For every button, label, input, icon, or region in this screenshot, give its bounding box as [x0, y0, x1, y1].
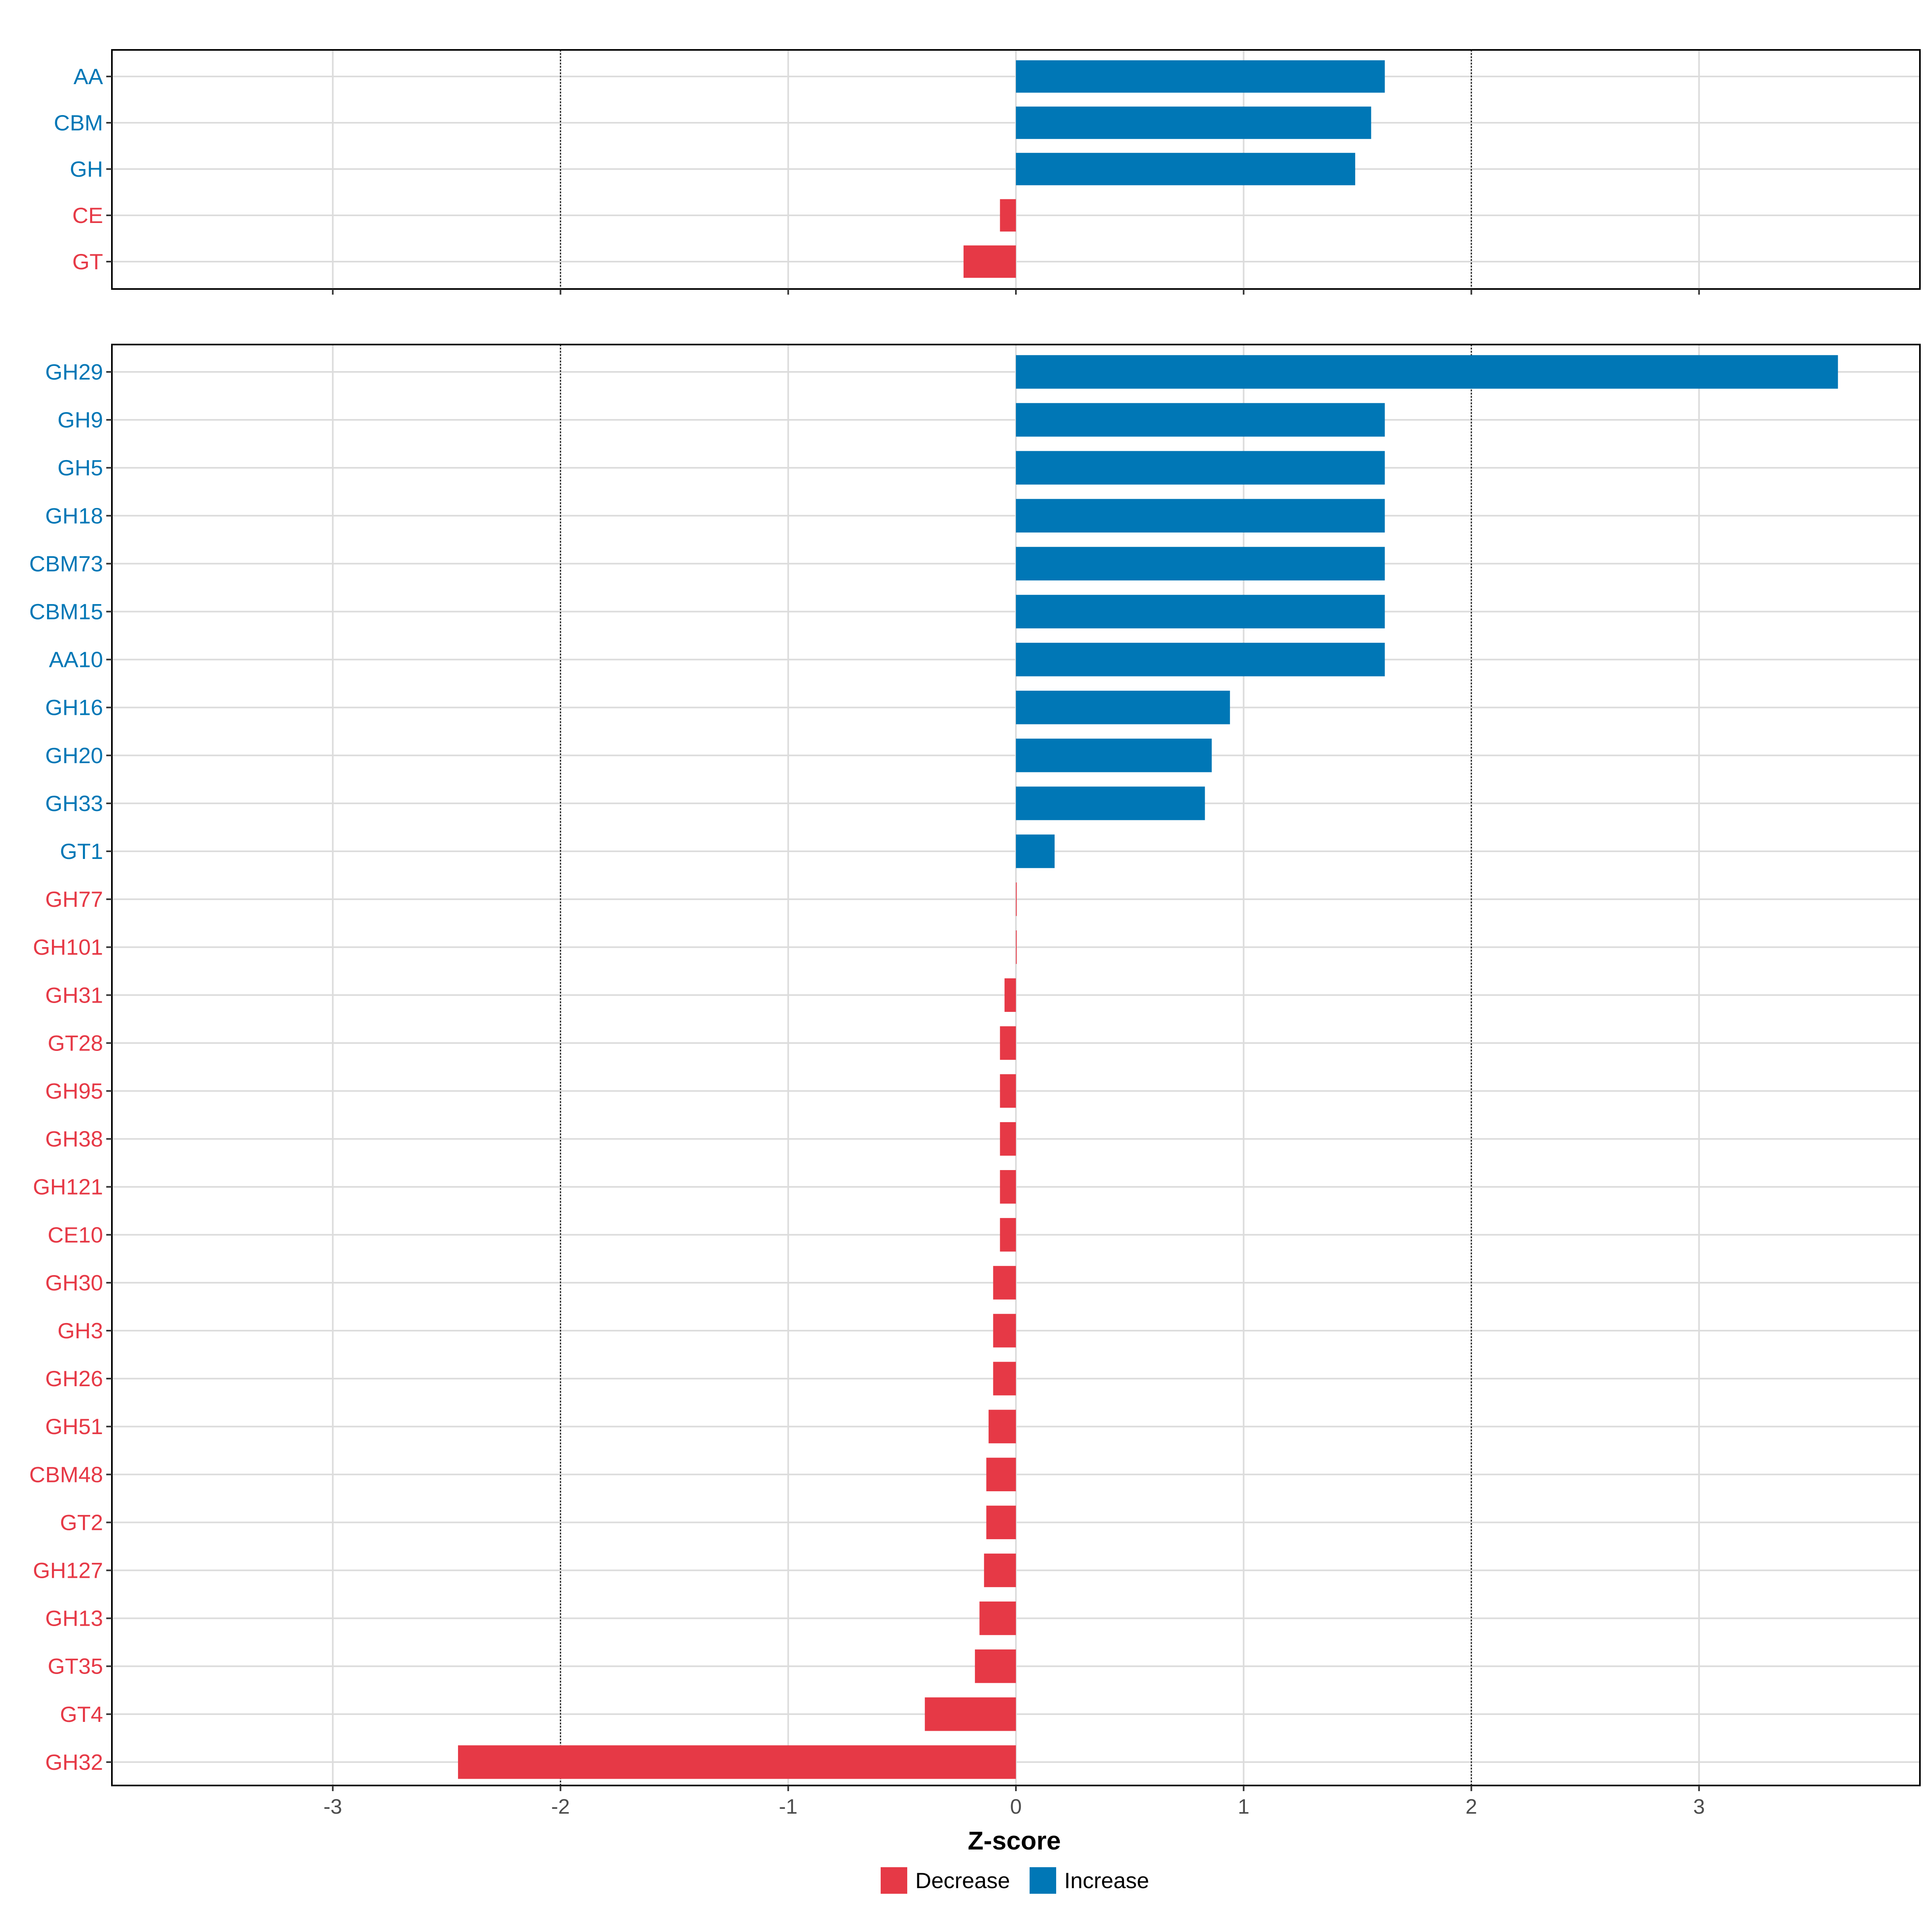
- category-label: GT: [72, 249, 103, 274]
- category-label: GH9: [58, 407, 103, 432]
- bar-CBM: [1016, 106, 1371, 139]
- bar-GH101: [1016, 930, 1017, 964]
- category-label: GT1: [60, 839, 103, 864]
- x-tick-label: 2: [1466, 1795, 1477, 1818]
- bar-GH38: [1000, 1122, 1016, 1156]
- bar-CBM73: [1016, 547, 1385, 581]
- bar-GH127: [984, 1553, 1016, 1587]
- category-label: GH3: [58, 1318, 103, 1343]
- category-label: GH29: [45, 359, 103, 384]
- category-label: GT2: [60, 1510, 103, 1535]
- category-label: GH13: [45, 1606, 103, 1631]
- x-tick-label: 3: [1693, 1795, 1705, 1818]
- category-label: GT35: [47, 1654, 103, 1679]
- category-label: CE: [72, 203, 103, 228]
- bar-GH121: [1000, 1170, 1016, 1204]
- bar-GH29: [1016, 355, 1838, 389]
- category-label: AA10: [49, 647, 103, 672]
- category-label: GH51: [45, 1414, 103, 1439]
- category-label: GH16: [45, 695, 103, 720]
- category-label: CBM15: [29, 599, 103, 624]
- category-label: GH127: [33, 1558, 103, 1583]
- bar-GH31: [1004, 978, 1016, 1012]
- x-tick-label: 0: [1010, 1795, 1022, 1818]
- category-label: GH18: [45, 503, 103, 528]
- x-tick-label: -2: [551, 1795, 570, 1818]
- bar-CE: [1000, 199, 1016, 232]
- bar-GH77: [1016, 882, 1017, 916]
- bar-GH18: [1016, 499, 1385, 533]
- bar-CBM15: [1016, 594, 1385, 629]
- category-label: GH: [70, 157, 103, 182]
- bar-GH30: [993, 1266, 1016, 1300]
- bar-GH26: [993, 1362, 1016, 1395]
- bar-GH16: [1016, 691, 1230, 724]
- legend: Decrease Increase: [881, 1867, 1149, 1894]
- category-label: GH20: [45, 743, 103, 768]
- bar-GH51: [989, 1410, 1016, 1443]
- bar-CE10: [1000, 1218, 1016, 1252]
- category-label: CBM: [54, 110, 103, 135]
- legend-label: Increase: [1064, 1868, 1149, 1893]
- bar-CBM48: [986, 1457, 1016, 1491]
- bar-GT4: [925, 1697, 1016, 1731]
- category-label: GH5: [58, 455, 103, 480]
- category-label: GH121: [33, 1174, 103, 1199]
- category-label: GH33: [45, 791, 103, 816]
- category-label: GT28: [47, 1030, 103, 1055]
- bar-GH5: [1016, 451, 1385, 485]
- x-tick-label: -3: [324, 1795, 342, 1818]
- bar-GH33: [1016, 786, 1205, 820]
- bar-GH95: [1000, 1074, 1016, 1108]
- bar-GT28: [1000, 1026, 1016, 1060]
- category-label: GT4: [60, 1702, 103, 1727]
- legend-swatch-decrease: [881, 1867, 907, 1894]
- category-label: CE10: [47, 1222, 103, 1247]
- bar-GT35: [975, 1649, 1016, 1683]
- category-label: GH77: [45, 887, 103, 912]
- category-label: CBM73: [29, 551, 103, 576]
- x-axis-title: Z-score: [968, 1826, 1061, 1855]
- bar-GH13: [979, 1601, 1016, 1635]
- bar-AA: [1016, 60, 1385, 93]
- category-label: GH26: [45, 1366, 103, 1391]
- family-panel: GH29GH9GH5GH18CBM73CBM15AA10GH16GH20GH33…: [29, 344, 1921, 1818]
- category-label: GH101: [33, 935, 103, 960]
- bar-GH20: [1016, 739, 1212, 772]
- bar-AA10: [1016, 642, 1385, 677]
- class-panel: AA CBM GH CE GT: [54, 49, 1921, 295]
- bar-GH32: [458, 1745, 1016, 1779]
- category-label: GH30: [45, 1270, 103, 1295]
- bar-GH: [1016, 153, 1355, 186]
- category-label: GH32: [45, 1750, 103, 1775]
- legend-swatch-increase: [1030, 1867, 1056, 1894]
- bar-GT2: [986, 1505, 1016, 1540]
- category-label: AA: [74, 64, 103, 89]
- category-label: GH38: [45, 1127, 103, 1152]
- bar-GT: [963, 245, 1016, 278]
- bar-GH9: [1016, 403, 1385, 437]
- category-label: CBM48: [29, 1462, 103, 1487]
- x-tick-label: -1: [779, 1795, 797, 1818]
- bar-GH3: [993, 1314, 1016, 1348]
- category-label: GH31: [45, 983, 103, 1007]
- legend-label: Decrease: [915, 1868, 1010, 1893]
- category-label: GH95: [45, 1079, 103, 1104]
- x-tick-label: 1: [1238, 1795, 1249, 1818]
- bar-GT1: [1016, 834, 1055, 868]
